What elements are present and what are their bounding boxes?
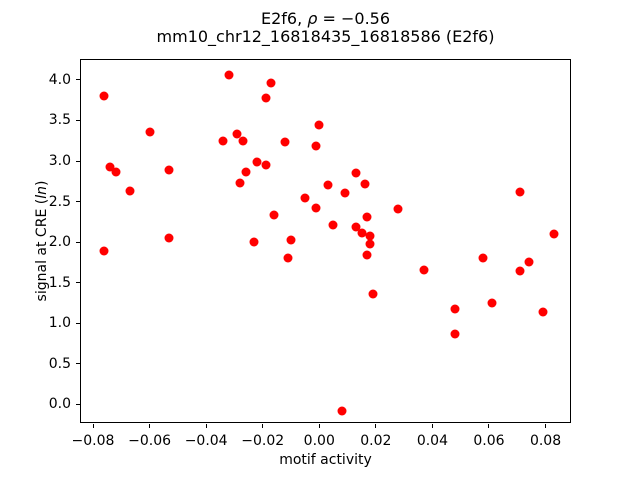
y-tick-mark [76, 79, 80, 81]
y-tick-mark [76, 282, 80, 284]
y-tick-mark [76, 119, 80, 121]
x-tick-label: 0.02 [360, 433, 392, 449]
data-point [252, 157, 262, 167]
data-point [235, 178, 245, 188]
data-point [323, 180, 333, 190]
data-point [286, 235, 296, 245]
data-point [300, 193, 310, 203]
data-point [524, 257, 534, 267]
plot-area [80, 59, 571, 423]
x-tick-label: −0.06 [128, 433, 172, 449]
x-tick-label: 0.08 [529, 433, 562, 449]
y-tick-label: 1.5 [48, 274, 71, 291]
data-point [269, 210, 279, 220]
data-point [419, 265, 429, 275]
x-tick-mark [545, 424, 547, 428]
chart-title-correlation-value: = −0.56 [317, 9, 391, 28]
x-tick-label: 0.04 [416, 433, 448, 449]
y-tick-mark [76, 403, 80, 405]
x-tick-label: −0.02 [241, 433, 285, 449]
data-point [280, 137, 290, 147]
x-tick-mark [375, 424, 377, 428]
x-tick-mark [318, 424, 320, 428]
chart-title-prefix: E2f6, [260, 9, 308, 28]
y-tick-label: 3.5 [48, 112, 71, 129]
y-tick-mark [76, 241, 80, 243]
data-point [365, 239, 375, 249]
data-point [266, 78, 276, 88]
data-point [357, 228, 367, 238]
data-point [393, 204, 403, 214]
data-point [261, 160, 271, 170]
x-tick-label: 0.06 [473, 433, 505, 449]
x-axis-label: motif activity [279, 452, 372, 468]
y-tick-label: 2.5 [48, 193, 71, 210]
data-point [311, 203, 321, 213]
y-tick-label: 0.0 [48, 396, 71, 413]
x-tick-label: −0.08 [71, 433, 115, 449]
data-point [232, 129, 242, 139]
x-tick-mark [488, 424, 490, 428]
data-point [224, 70, 234, 80]
data-point [515, 266, 525, 276]
data-point [249, 237, 259, 247]
data-point [311, 141, 321, 151]
data-point [125, 186, 135, 196]
data-point [368, 289, 378, 299]
data-point [487, 298, 497, 308]
data-point [218, 136, 228, 146]
data-point [340, 188, 350, 198]
data-point [105, 162, 115, 172]
y-tick-mark [76, 363, 80, 365]
y-tick-label: 4.0 [48, 71, 71, 88]
data-point [238, 136, 248, 146]
chart-title: E2f6, ρ = −0.56 [80, 10, 571, 28]
data-point [351, 222, 361, 232]
x-tick-label: −0.04 [184, 433, 228, 449]
chart-subtitle: mm10_chr12_16818435_16818586 (E2f6) [156, 27, 495, 46]
data-point [145, 127, 155, 137]
data-point [362, 212, 372, 222]
data-point [111, 167, 121, 177]
y-tick-mark [76, 322, 80, 324]
data-point [549, 229, 559, 239]
x-tick-mark [149, 424, 151, 428]
y-tick-label: 0.5 [48, 355, 71, 372]
data-point [164, 233, 174, 243]
x-tick-mark [262, 424, 264, 428]
data-point [314, 120, 324, 130]
data-point [99, 246, 109, 256]
x-tick-mark [92, 424, 94, 428]
data-point [515, 187, 525, 197]
rho-symbol: ρ [307, 9, 318, 28]
data-point [328, 220, 338, 230]
data-point [283, 253, 293, 263]
y-axis-label-suffix: ) [34, 180, 50, 187]
data-point [478, 253, 488, 263]
data-point [450, 304, 460, 314]
x-tick-mark [205, 424, 207, 428]
chart-title-block: E2f6, ρ = −0.56 mm10_chr12_16818435_1681… [80, 10, 571, 46]
x-tick-mark [431, 424, 433, 428]
data-point [241, 167, 251, 177]
y-tick-label: 2.0 [48, 234, 71, 251]
data-point [538, 307, 548, 317]
data-point [99, 91, 109, 101]
y-tick-label: 3.0 [48, 153, 71, 169]
data-point [362, 250, 372, 260]
data-point [351, 168, 361, 178]
x-tick-label: 0.00 [303, 433, 335, 449]
data-point [360, 179, 370, 189]
y-tick-label: 1.0 [48, 315, 71, 332]
data-point [450, 329, 460, 339]
data-point [337, 406, 347, 416]
data-point [261, 93, 271, 103]
data-point [164, 165, 174, 175]
data-point [365, 231, 375, 241]
y-tick-mark [76, 201, 80, 203]
y-tick-mark [76, 160, 80, 162]
